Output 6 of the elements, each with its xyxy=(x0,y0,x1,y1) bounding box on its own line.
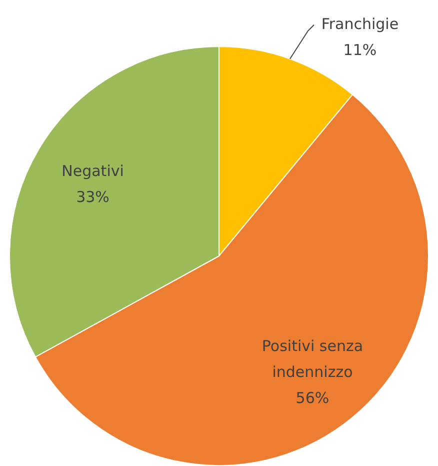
data-label: 56% xyxy=(296,388,330,407)
slice-label: Positivi senza indennizzo xyxy=(262,336,364,381)
data-label: 11% xyxy=(343,40,377,59)
data-label: 33% xyxy=(76,188,110,206)
slice-label: Negativi xyxy=(62,162,124,180)
slice-label: Franchigie xyxy=(321,14,399,33)
